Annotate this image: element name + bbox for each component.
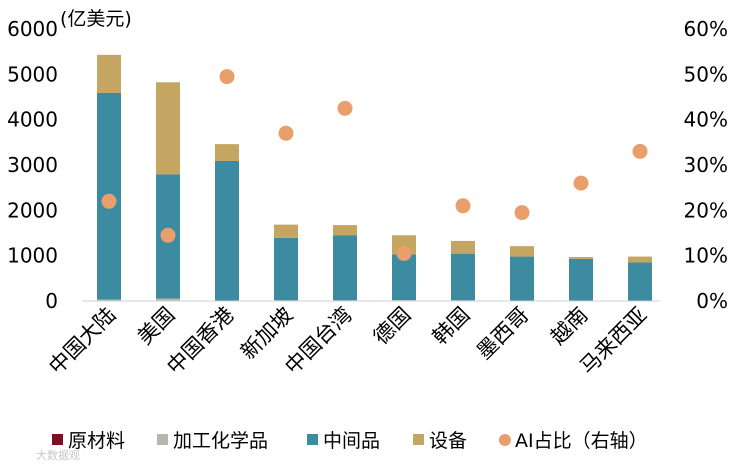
watermark: 大数据观 [36, 448, 80, 462]
bar-segment [510, 256, 534, 301]
ai-ratio-point [278, 125, 294, 141]
legend-swatch [52, 434, 63, 445]
bar-segment [156, 82, 180, 175]
category-label: 中国大陆 [44, 303, 120, 379]
legend-swatch [413, 434, 424, 445]
dots-group [101, 69, 648, 261]
right-tick-label: 60% [684, 17, 728, 41]
legend-swatch [307, 434, 318, 445]
legend-label: AI占比（右轴） [515, 430, 648, 452]
right-tick-label: 50% [684, 62, 728, 86]
ai-ratio-point [396, 245, 412, 261]
ai-ratio-point [455, 198, 471, 214]
legend-label: 中间品 [323, 430, 380, 452]
bar-segment [569, 258, 593, 301]
ai-ratio-point [160, 227, 176, 243]
bar-segment [628, 262, 652, 301]
bar-segment [451, 240, 475, 254]
left-tick-label: 6000 [7, 17, 58, 41]
bar-segment [97, 299, 121, 301]
legend-swatch [157, 434, 168, 445]
right-axis: 0% 10% 20% 30% 40% 50% 60% [684, 17, 728, 313]
bar-segment [510, 246, 534, 257]
ai-ratio-point [514, 205, 530, 221]
ai-ratio-point [337, 100, 353, 116]
legend-label: 设备 [429, 430, 467, 452]
category-label: 韩国 [428, 303, 475, 350]
left-tick-label: 1000 [7, 244, 58, 268]
bar-segment [215, 144, 239, 161]
right-tick-label: 30% [684, 153, 728, 177]
left-tick-label: 4000 [7, 108, 58, 132]
bar-segment [156, 298, 180, 301]
left-axis: 0 1000 2000 3000 4000 5000 6000 [7, 17, 58, 313]
ai-ratio-point [101, 193, 117, 209]
left-tick-label: 5000 [7, 62, 58, 86]
bar-segment [215, 160, 239, 301]
bar-segment [274, 224, 298, 238]
category-label: 美国 [133, 303, 180, 350]
right-tick-label: 40% [684, 108, 728, 132]
ai-ratio-point [219, 69, 235, 85]
left-tick-label: 0 [45, 289, 58, 313]
legend-label: 加工化学品 [173, 430, 268, 452]
ai-ratio-point [573, 175, 589, 191]
unit-label: (亿美元) [60, 8, 132, 30]
bar-segment [333, 235, 357, 301]
bar-segment [392, 254, 416, 301]
bar-segment [333, 225, 357, 236]
left-tick-label: 3000 [7, 153, 58, 177]
ai-ratio-point [632, 143, 648, 159]
category-label: 墨西哥 [472, 303, 534, 365]
category-label: 德国 [369, 303, 416, 350]
bars-group [97, 54, 652, 302]
bar-segment [569, 257, 593, 259]
right-tick-label: 10% [684, 244, 728, 268]
left-tick-label: 2000 [7, 198, 58, 222]
right-tick-label: 20% [684, 198, 728, 222]
bar-segment [451, 253, 475, 301]
legend-label: 原材料 [68, 430, 125, 452]
bar-segment [628, 256, 652, 263]
legend: 原材料 加工化学品 中间品 设备 AI占比（右轴） [52, 430, 648, 452]
bar-segment [97, 54, 121, 93]
category-label: 越南 [546, 303, 593, 350]
right-tick-label: 0% [696, 289, 728, 313]
legend-swatch [499, 434, 511, 446]
bar-segment [274, 237, 298, 301]
